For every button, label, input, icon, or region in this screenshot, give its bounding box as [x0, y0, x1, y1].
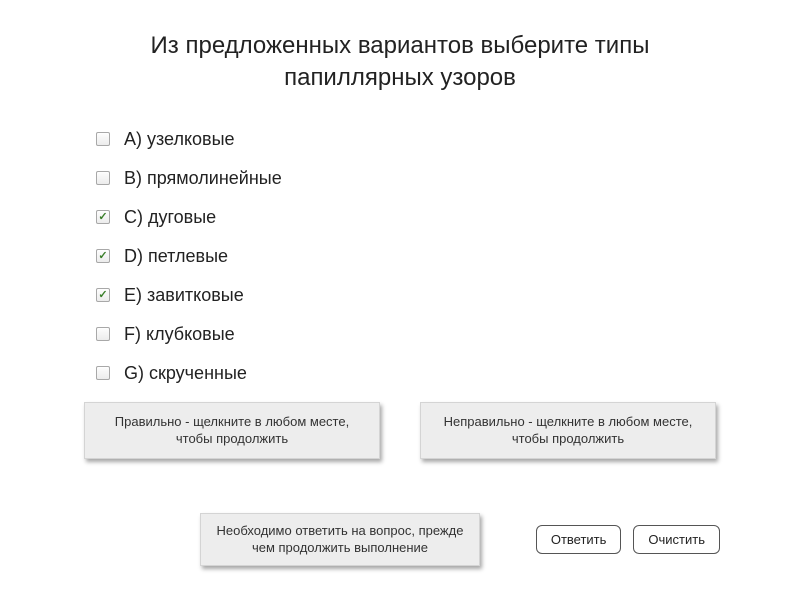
- feedback-incorrect[interactable]: Неправильно - щелкните в любом месте, чт…: [420, 402, 716, 459]
- checkbox-icon[interactable]: [96, 249, 110, 263]
- checkbox-icon[interactable]: [96, 288, 110, 302]
- submit-button[interactable]: Ответить: [536, 525, 622, 554]
- option-label: G) скрученные: [124, 363, 247, 384]
- option-label: D) петлевые: [124, 246, 228, 267]
- option-label: A) узелковые: [124, 129, 235, 150]
- option-row[interactable]: E) завитковые: [96, 285, 720, 306]
- feedback-correct[interactable]: Правильно - щелкните в любом месте, чтоб…: [84, 402, 380, 459]
- option-row[interactable]: F) клубковые: [96, 324, 720, 345]
- checkbox-icon[interactable]: [96, 132, 110, 146]
- option-row[interactable]: A) узелковые: [96, 129, 720, 150]
- checkbox-icon[interactable]: [96, 210, 110, 224]
- options-list: A) узелковые B) прямолинейные C) дуговые…: [80, 129, 720, 384]
- checkbox-icon[interactable]: [96, 366, 110, 380]
- answer-prompt: Необходимо ответить на вопрос, прежде че…: [200, 513, 480, 566]
- checkbox-icon[interactable]: [96, 327, 110, 341]
- question-title: Из предложенных вариантов выберите типы …: [80, 30, 720, 95]
- bottom-row: Необходимо ответить на вопрос, прежде че…: [80, 513, 720, 566]
- option-row[interactable]: G) скрученные: [96, 363, 720, 384]
- option-label: E) завитковые: [124, 285, 244, 306]
- clear-button[interactable]: Очистить: [633, 525, 720, 554]
- option-row[interactable]: B) прямолинейные: [96, 168, 720, 189]
- option-label: F) клубковые: [124, 324, 235, 345]
- option-row[interactable]: D) петлевые: [96, 246, 720, 267]
- quiz-container: Из предложенных вариантов выберите типы …: [0, 0, 800, 479]
- checkbox-icon[interactable]: [96, 171, 110, 185]
- option-label: B) прямолинейные: [124, 168, 282, 189]
- feedback-row: Правильно - щелкните в любом месте, чтоб…: [80, 402, 720, 459]
- option-label: C) дуговые: [124, 207, 216, 228]
- option-row[interactable]: C) дуговые: [96, 207, 720, 228]
